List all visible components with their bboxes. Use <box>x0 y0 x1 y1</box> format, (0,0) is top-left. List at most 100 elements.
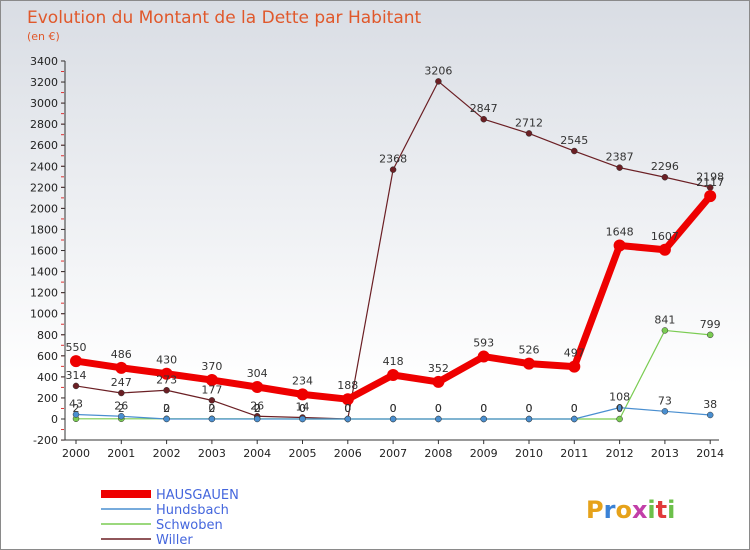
data-label-schwoben: 0 <box>435 402 442 415</box>
legend-label-hausgauen: HAUSGAUEN <box>156 488 239 503</box>
x-tick-label: 2006 <box>334 447 362 460</box>
data-label-hausgauen: 234 <box>292 374 313 387</box>
data-point-hundsbach <box>571 415 578 423</box>
data-point-hausgauen <box>387 368 400 381</box>
data-point-hausgauen <box>115 361 128 374</box>
data-point-hundsbach <box>72 411 80 418</box>
data-point-hundsbach <box>616 404 623 411</box>
data-label-hausgauen: 593 <box>473 337 494 350</box>
data-point-willer <box>435 78 442 85</box>
data-label-schwoben: 2 <box>163 402 170 415</box>
data-label-hausgauen: 1607 <box>651 230 679 243</box>
data-point-willer <box>480 115 487 123</box>
data-point-schwoben <box>706 331 714 339</box>
data-label-hundsbach: 26 <box>114 399 128 412</box>
data-label-hundsbach: 43 <box>69 397 83 410</box>
data-label-schwoben: 0 <box>390 402 397 415</box>
y-tick-label: -200 <box>33 434 58 447</box>
data-point-hundsbach <box>706 411 714 419</box>
data-point-hausgauen <box>523 357 535 370</box>
y-tick-label: 1200 <box>30 287 58 300</box>
y-tick-label: 200 <box>37 392 58 405</box>
data-label-hausgauen: 1648 <box>606 225 634 238</box>
data-label-willer: 14 <box>296 401 310 414</box>
y-tick-label: 1800 <box>30 223 58 236</box>
logo-text: Proxiti <box>586 496 675 524</box>
data-label-hausgauen: 304 <box>247 367 268 380</box>
data-point-schwoben <box>661 327 669 334</box>
x-tick-label: 2007 <box>379 447 407 460</box>
data-label-willer: 2296 <box>651 160 679 173</box>
data-label-willer: 177 <box>201 383 222 396</box>
data-label-willer: 247 <box>111 376 132 389</box>
y-tick-label: 3200 <box>30 76 58 89</box>
data-point-hausgauen <box>658 243 671 256</box>
y-tick-label: 3000 <box>30 97 58 110</box>
data-point-hundsbach <box>118 413 125 420</box>
data-label-schwoben: 2 <box>118 402 125 415</box>
data-point-willer <box>616 164 623 171</box>
data-label-hundsbach: 0 <box>571 402 578 415</box>
data-point-willer <box>118 389 125 397</box>
x-tick-label: 2000 <box>62 447 90 460</box>
x-tick-label: 2005 <box>289 447 317 460</box>
x-tick-label: 2013 <box>651 447 679 460</box>
x-tick-label: 2011 <box>560 447 588 460</box>
data-point-hausgauen <box>568 360 581 373</box>
y-tick-label: 2400 <box>30 160 58 173</box>
data-point-hausgauen <box>341 393 354 406</box>
x-tick-label: 2009 <box>470 447 498 460</box>
data-label-willer: 2198 <box>696 171 724 184</box>
data-label-hausgauen: 370 <box>201 360 222 373</box>
data-label-schwoben: 799 <box>700 318 721 331</box>
data-label-willer: 3206 <box>424 64 452 77</box>
data-label-schwoben: 2 <box>208 402 215 415</box>
data-label-hundsbach: 0 <box>299 402 306 415</box>
data-point-schwoben <box>616 415 623 423</box>
x-tick-label: 2004 <box>243 447 271 460</box>
data-label-willer: 2368 <box>379 153 407 166</box>
data-point-willer <box>525 130 533 137</box>
data-label-willer: 2847 <box>470 102 498 115</box>
y-tick-label: 0 <box>51 413 58 426</box>
data-label-hundsbach: 0 <box>435 402 442 415</box>
data-label-schwoben: 0 <box>571 402 578 415</box>
data-label-hundsbach: 0 <box>390 402 397 415</box>
data-point-willer <box>389 166 397 173</box>
y-tick-label: 800 <box>37 329 58 342</box>
x-tick-label: 2012 <box>606 447 634 460</box>
data-label-schwoben: 0 <box>480 402 487 415</box>
x-tick-label: 2014 <box>696 447 724 460</box>
data-label-hundsbach: 73 <box>658 394 672 407</box>
x-tick-label: 2002 <box>153 447 181 460</box>
data-point-willer <box>163 387 170 394</box>
data-label-hundsbach: 0 <box>344 402 351 415</box>
data-point-hundsbach <box>480 415 487 423</box>
data-label-hausgauen: 430 <box>156 354 177 367</box>
data-point-hundsbach <box>435 415 442 423</box>
data-point-hausgauen <box>251 380 264 393</box>
data-label-schwoben: 0 <box>299 402 306 415</box>
data-point-willer <box>571 147 578 155</box>
data-point-hausgauen <box>296 388 309 401</box>
data-point-hundsbach <box>163 415 170 423</box>
series-layer <box>70 78 717 423</box>
data-point-willer <box>72 382 80 390</box>
legend-label-schwoben: Schwoben <box>156 518 223 533</box>
data-label-hundsbach: 0 <box>480 402 487 415</box>
data-label-hundsbach: 0 <box>208 402 215 415</box>
y-tick-label: 2600 <box>30 139 58 152</box>
proxiti-logo: Proxiti <box>586 496 675 524</box>
y-tick-label: 400 <box>37 371 58 384</box>
x-tick-label: 2008 <box>424 447 452 460</box>
y-tick-label: 2200 <box>30 181 58 194</box>
data-label-schwoben: 2 <box>254 402 261 415</box>
y-tick-label: 2800 <box>30 118 58 131</box>
data-point-hausgauen <box>205 374 218 387</box>
y-tick-label: 2000 <box>30 202 58 215</box>
data-label-hundsbach: 0 <box>163 402 170 415</box>
data-point-hausgauen <box>613 239 626 252</box>
